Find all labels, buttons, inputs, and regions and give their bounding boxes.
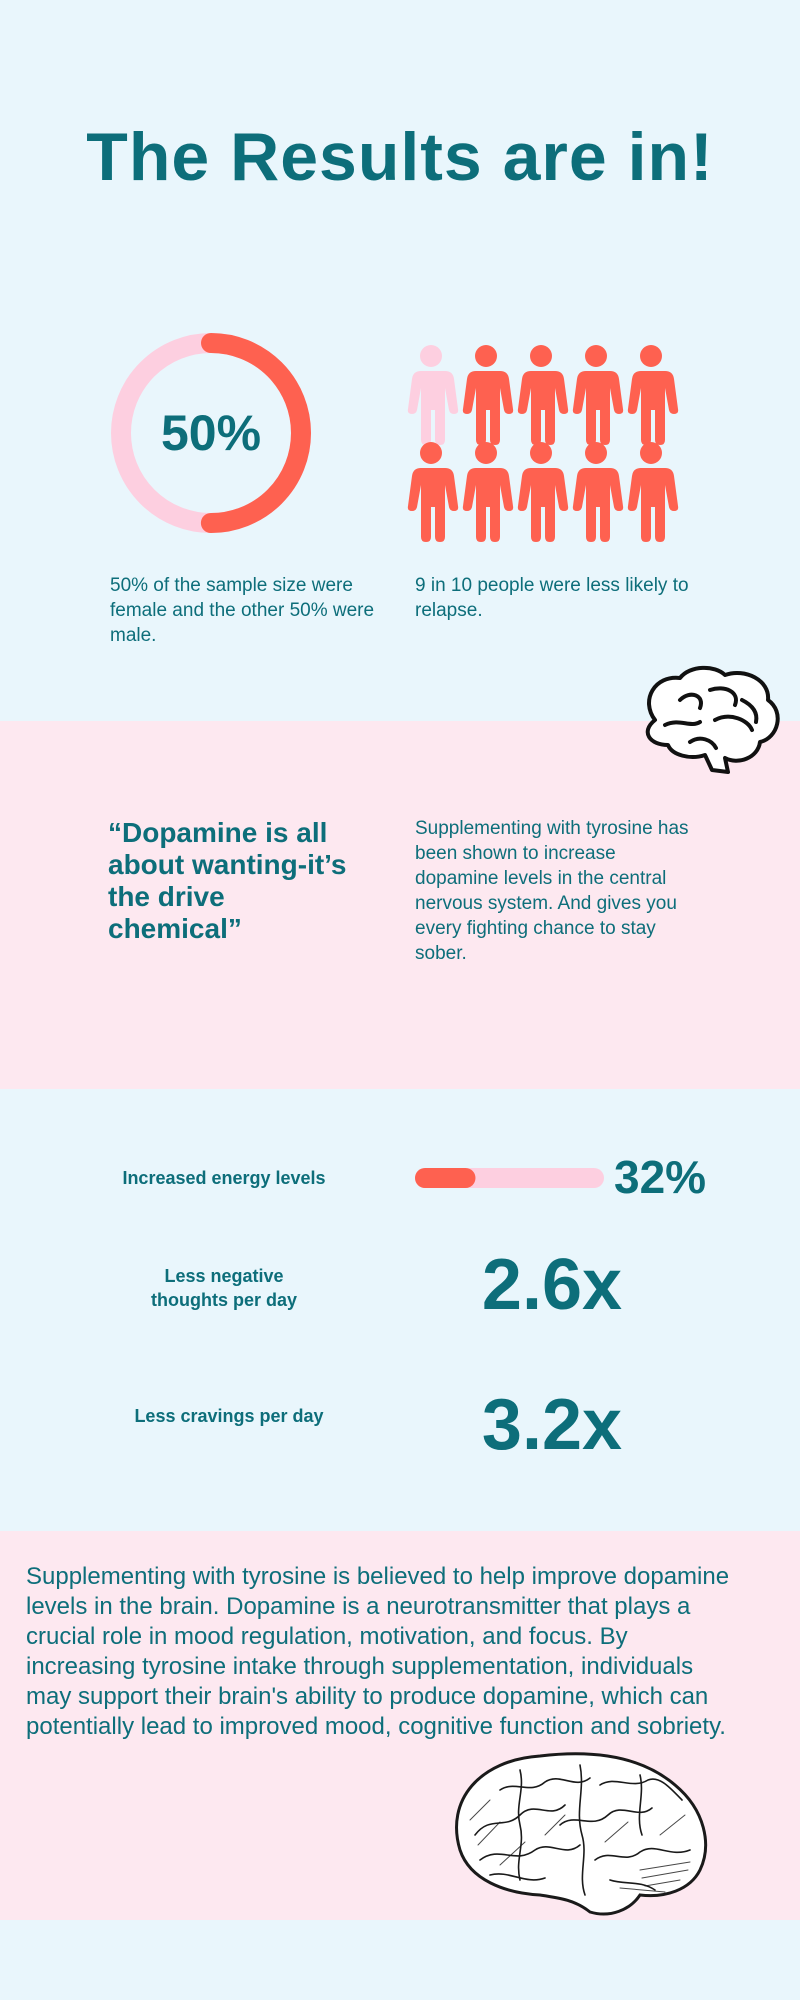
person-body — [572, 468, 624, 542]
person-icon — [407, 442, 459, 542]
donut-caption: 50% of the sample size were female and t… — [110, 575, 375, 646]
person-body — [517, 468, 569, 542]
person-head — [475, 442, 497, 464]
person-icon — [627, 442, 679, 542]
person-icon — [627, 345, 679, 445]
person-body — [462, 371, 514, 445]
person-icon — [572, 345, 624, 445]
person-head — [420, 345, 442, 367]
person-head — [530, 345, 552, 367]
brain-icon — [645, 665, 780, 774]
person-icon — [462, 442, 514, 542]
person-icon — [572, 442, 624, 542]
summary: Supplementing with tyrosine is believed … — [26, 1563, 730, 1740]
section-footer — [0, 1920, 800, 2000]
person-body — [462, 468, 514, 542]
metric-label: Less cravings per day — [134, 1406, 324, 1426]
people-caption: 9 in 10 people were less likely to relap… — [415, 575, 689, 621]
person-head — [640, 442, 662, 464]
bar — [415, 1168, 476, 1188]
person-body — [627, 468, 679, 542]
person-body — [407, 371, 459, 445]
section-quote — [0, 721, 800, 1089]
quote-body: Supplementing with tyrosine has been sho… — [415, 818, 689, 964]
section-metrics — [0, 1089, 800, 1531]
brain-illustration — [455, 1752, 707, 1916]
metric-label: Increased energy levels — [122, 1168, 326, 1188]
person-body — [572, 371, 624, 445]
metric-value: 32% — [614, 1151, 707, 1203]
person-icon — [462, 345, 514, 445]
person-head — [420, 442, 442, 464]
title: The Results are in! — [86, 119, 714, 195]
person-head — [585, 442, 607, 464]
person-icon — [517, 442, 569, 542]
person-head — [640, 345, 662, 367]
metric-value: 2.6x — [481, 1245, 623, 1325]
person-body — [627, 371, 679, 445]
person-icon — [407, 345, 459, 445]
metric-value: 3.2x — [481, 1385, 623, 1465]
person-body — [407, 468, 459, 542]
person-icon — [517, 345, 569, 445]
quote: “Dopamine is all about wanting-it’s the … — [108, 817, 347, 944]
person-head — [585, 345, 607, 367]
donut-arc — [111, 333, 311, 533]
metric-label: Less negative thoughts per day — [150, 1266, 297, 1310]
person-head — [530, 442, 552, 464]
person-head — [475, 345, 497, 367]
donut-label: 50% — [161, 405, 261, 461]
person-body — [517, 371, 569, 445]
section-results — [0, 0, 800, 721]
